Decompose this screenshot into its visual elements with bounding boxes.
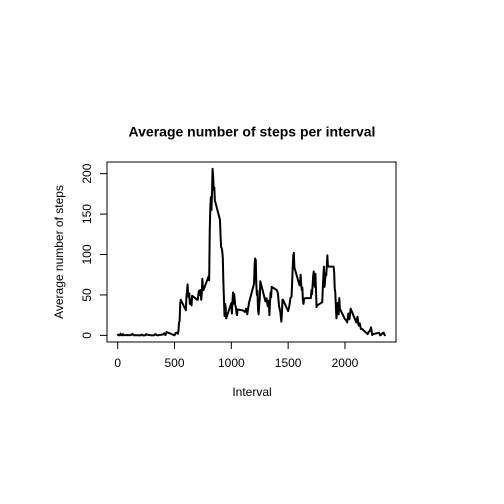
y-axis-label: Average number of steps [52,185,66,319]
x-tick-label: 1500 [275,356,302,370]
y-tick-label: 50 [80,288,94,302]
chart-title: Average number of steps per interval [129,124,376,140]
data-line [116,167,387,337]
y-tick-label: 200 [80,163,94,183]
x-tick-label: 1000 [218,356,245,370]
y-tick-label: 150 [80,204,94,224]
x-tick-label: 0 [114,356,121,370]
y-tick-label: 100 [80,244,94,264]
x-axis-label: Interval [232,385,271,399]
y-tick-label: 0 [80,332,94,339]
x-tick-label: 2000 [332,356,359,370]
x-tick-label: 500 [165,356,185,370]
